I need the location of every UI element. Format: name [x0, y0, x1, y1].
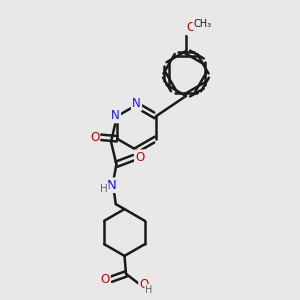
Text: N: N — [132, 97, 141, 110]
Text: H: H — [100, 184, 108, 194]
Text: O: O — [90, 131, 99, 144]
Text: N: N — [111, 109, 120, 122]
Text: CH₃: CH₃ — [194, 19, 211, 29]
Text: N: N — [106, 179, 116, 192]
Text: O: O — [140, 278, 148, 291]
Text: O: O — [186, 21, 195, 34]
Text: O: O — [100, 273, 109, 286]
Text: O: O — [135, 151, 144, 164]
Text: H: H — [146, 285, 153, 295]
